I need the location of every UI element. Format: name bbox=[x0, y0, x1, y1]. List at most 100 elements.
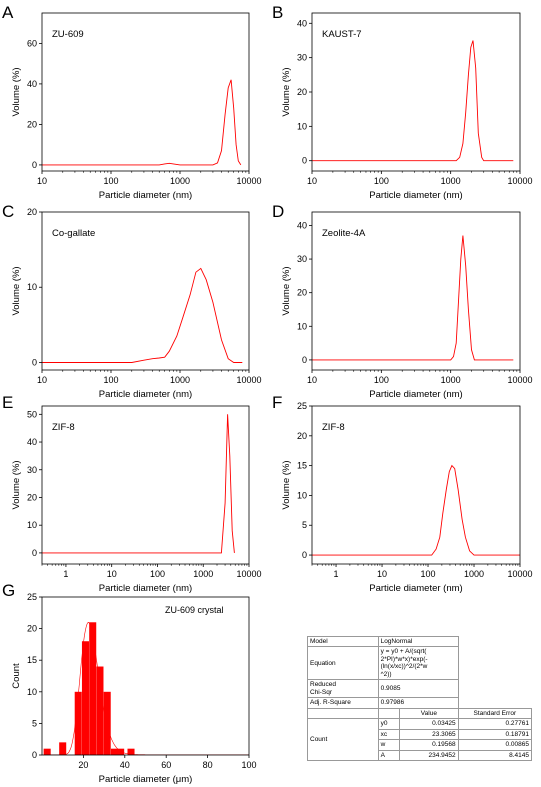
sample-annotation: ZIF-8 bbox=[322, 422, 345, 433]
sample-annotation: ZIF-8 bbox=[52, 422, 75, 433]
y-axis-label: Count bbox=[11, 663, 22, 689]
y-axis-label: Volume (%) bbox=[281, 67, 292, 116]
chart-panel-f: F 1 10 100 1000 10000 0 5 10 15 20 25 Particle diame… bbox=[272, 393, 533, 594]
plot-frame bbox=[311, 211, 521, 371]
chisq-label-line: Chi-Sqr bbox=[310, 688, 333, 696]
equation-line: 2*PI)*w*x)*exp(- bbox=[380, 655, 428, 663]
sample-annotation: KAUST-7 bbox=[322, 29, 362, 40]
equation-line: y = y0 + A/(sqrt( bbox=[380, 648, 427, 656]
y-axis-label: Volume (%) bbox=[11, 460, 22, 509]
panel-letter: C bbox=[2, 202, 14, 221]
r2-label: Adj. R-Square bbox=[307, 697, 379, 709]
histogram-bar bbox=[127, 748, 135, 755]
y-tick-label: 10 bbox=[297, 121, 307, 131]
param-name: A bbox=[377, 749, 401, 762]
y-axis-label: Volume (%) bbox=[11, 67, 22, 116]
sample-annotation: ZU-609 crystal bbox=[165, 605, 224, 615]
fit-results-table: Model LogNormal Equation y = y0 + A/(sqr… bbox=[307, 635, 533, 762]
x-tick-label: 10 bbox=[37, 176, 47, 186]
y-tick-label: 0 bbox=[32, 548, 37, 558]
x-tick-label: 1 bbox=[63, 569, 68, 579]
y-tick-label: 0 bbox=[32, 357, 37, 367]
y-tick-label: 10 bbox=[27, 687, 37, 697]
histogram-bar bbox=[59, 742, 67, 755]
y-tick-label: 60 bbox=[27, 38, 37, 48]
x-axis-label: Particle diameter (nm) bbox=[99, 389, 192, 400]
y-tick-label: 5 bbox=[32, 718, 37, 728]
x-tick-label: 1000 bbox=[441, 176, 461, 186]
panel-letter: B bbox=[272, 3, 283, 22]
chart-panel-a: A 10 100 1000 10000 0 20 40 60 Particle diameter … bbox=[2, 3, 262, 201]
x-tick-label: 10000 bbox=[236, 176, 261, 186]
plot-frame bbox=[311, 405, 521, 565]
y-tick-label: 10 bbox=[27, 520, 37, 530]
histogram-bar bbox=[81, 641, 89, 755]
series-line bbox=[312, 40, 514, 162]
x-tick-label: 1 bbox=[334, 569, 339, 579]
y-tick-label: 20 bbox=[297, 288, 307, 298]
x-axis-label: Particle diameter (nm) bbox=[369, 190, 462, 201]
y-tick-label: 50 bbox=[27, 409, 37, 419]
equation-line: ^2)) bbox=[380, 670, 392, 678]
y-tick-label: 15 bbox=[27, 655, 37, 665]
y-tick-label: 40 bbox=[27, 437, 37, 447]
x-tick-label: 10000 bbox=[236, 375, 261, 385]
y-tick-label: 0 bbox=[32, 750, 37, 760]
y-tick-label: 10 bbox=[297, 490, 307, 500]
y-tick-label: 40 bbox=[297, 220, 307, 230]
param-error: 0.27761 bbox=[457, 718, 533, 730]
y-tick-label: 40 bbox=[27, 79, 37, 89]
x-tick-label: 1000 bbox=[464, 569, 484, 579]
x-axis-label: Particle diameter (nm) bbox=[369, 389, 462, 400]
r2-value: 0.97986 bbox=[377, 697, 459, 709]
y-axis-label: Volume (%) bbox=[281, 266, 292, 315]
x-tick-label: 100 bbox=[150, 569, 165, 579]
x-tick-label: 10000 bbox=[507, 375, 532, 385]
y-tick-label: 30 bbox=[297, 254, 307, 264]
y-tick-label: 30 bbox=[297, 53, 307, 63]
plot-frame bbox=[41, 12, 250, 172]
x-tick-label: 100 bbox=[421, 569, 436, 579]
param-name: w bbox=[377, 739, 401, 751]
sample-annotation: Zeolite-4A bbox=[322, 228, 366, 239]
x-tick-label: 80 bbox=[203, 760, 213, 770]
x-tick-label: 10000 bbox=[236, 569, 261, 579]
param-error: 0.00865 bbox=[457, 739, 533, 751]
x-axis-label: Particle diameter (nm) bbox=[369, 583, 462, 594]
equation-cell: y = y0 + A/(sqrt( 2*PI)*w*x)*exp(- (ln(x… bbox=[377, 646, 459, 681]
model-value: LogNormal bbox=[377, 635, 459, 648]
y-axis-label: Volume (%) bbox=[281, 460, 292, 509]
row-group-label: Count bbox=[307, 718, 379, 762]
y-tick-label: 0 bbox=[302, 550, 307, 560]
model-label: Model bbox=[307, 635, 379, 648]
y-tick-label: 20 bbox=[297, 87, 307, 97]
histogram-bar bbox=[43, 748, 51, 755]
y-tick-label: 25 bbox=[297, 401, 307, 411]
y-tick-label: 20 bbox=[27, 207, 37, 217]
y-tick-label: 40 bbox=[297, 18, 307, 28]
x-tick-label: 1000 bbox=[170, 176, 190, 186]
x-tick-label: 60 bbox=[161, 760, 171, 770]
param-name: xc bbox=[377, 728, 401, 741]
blank-cell bbox=[307, 707, 379, 720]
param-value: 0.03425 bbox=[399, 718, 459, 730]
y-tick-label: 10 bbox=[27, 282, 37, 292]
x-tick-label: 100 bbox=[241, 760, 256, 770]
y-tick-label: 5 bbox=[302, 520, 307, 530]
plot-frame bbox=[41, 596, 250, 756]
param-value: 0.19568 bbox=[399, 739, 459, 751]
sample-annotation: Co-gallate bbox=[52, 228, 95, 239]
x-axis-label: Particle diameter (μm) bbox=[99, 774, 193, 785]
histogram-bar bbox=[110, 748, 118, 755]
series-line bbox=[312, 235, 514, 361]
x-tick-label: 10000 bbox=[507, 176, 532, 186]
plot-frame bbox=[41, 405, 250, 565]
y-tick-label: 20 bbox=[27, 492, 37, 502]
x-tick-label: 100 bbox=[374, 176, 389, 186]
blank-cell bbox=[377, 707, 401, 720]
series-line bbox=[42, 414, 235, 554]
